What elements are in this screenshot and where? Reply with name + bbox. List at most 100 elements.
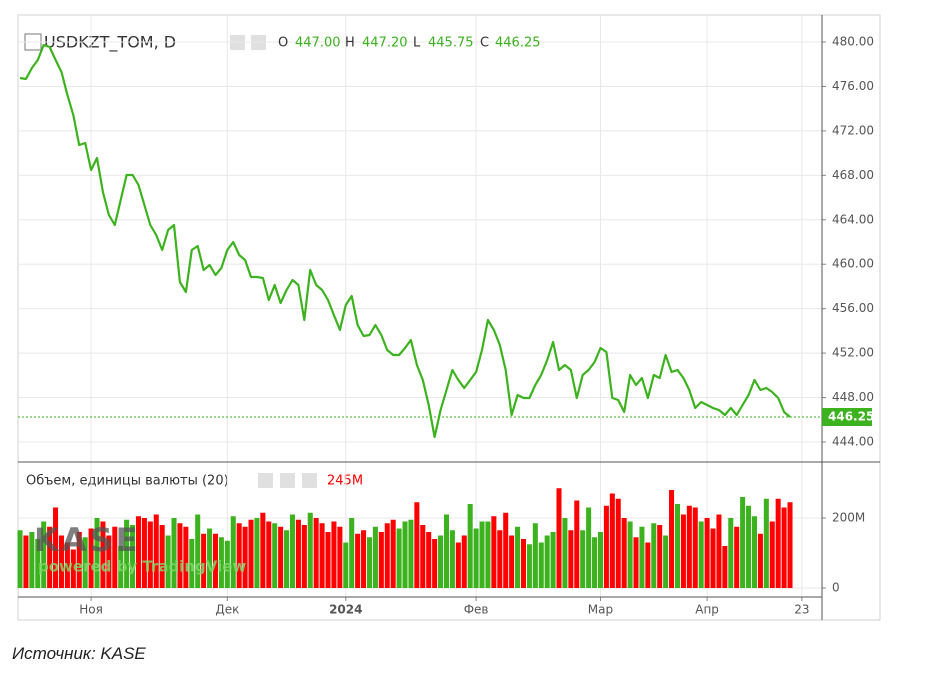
vol-tick-label: 200M (832, 511, 865, 525)
volume-bar (645, 542, 651, 589)
price-line (19, 43, 791, 439)
volume-bar (657, 525, 663, 589)
volume-bar (361, 530, 367, 589)
y-tick-label: 468.00 (832, 168, 874, 182)
ohlc-value: 445.75 (428, 36, 474, 51)
volume-bar (680, 514, 686, 589)
volume-bar (331, 521, 337, 589)
volume-bar (497, 530, 503, 589)
x-tick-label: Мар (588, 603, 613, 617)
volume-bar (663, 535, 669, 589)
volume-bar (189, 539, 195, 589)
volume-bar (485, 521, 491, 589)
volume-bar (698, 521, 704, 589)
vol-close-icon[interactable] (302, 473, 317, 488)
volume-bar (710, 528, 716, 589)
volume-bar (651, 523, 657, 589)
volume-bar (686, 505, 692, 589)
volume-bar (568, 530, 574, 589)
volume-bar (355, 533, 361, 589)
volume-bar (337, 526, 343, 589)
volume-bar (366, 537, 372, 589)
volume-bar (349, 518, 355, 589)
volume-bar (289, 514, 295, 589)
volume-bar (728, 518, 734, 589)
volume-bar (64, 542, 70, 589)
ohlc-value: 446.25 (495, 36, 541, 51)
volume-bar (781, 507, 787, 589)
volume-bar (491, 516, 497, 589)
volume-bar (295, 519, 301, 589)
volume-bar (461, 535, 467, 589)
volume-bar (609, 493, 615, 589)
volume-bar (592, 537, 598, 589)
ohlc-key: L (413, 36, 421, 51)
volume-bar (556, 488, 562, 589)
volume-legend: Объем, единицы валюты (20) (26, 474, 229, 489)
vol-eye-icon[interactable] (258, 473, 273, 488)
volume-bar (526, 544, 532, 589)
volume-bar (432, 539, 438, 589)
volume-bar (443, 514, 449, 589)
volume-bar (669, 490, 675, 589)
volume-bar (53, 507, 59, 589)
chart: USDKZT_TOM, D Объем, единицы валюты (20)… (17, 14, 881, 621)
ohlc-key: O (278, 36, 288, 51)
volume-bar (325, 532, 331, 589)
volume-bar (586, 507, 592, 589)
volume-bar (272, 523, 278, 589)
volume-bar (278, 526, 284, 589)
volume-bar (141, 518, 147, 589)
volume-bar (473, 528, 479, 589)
volume-bar (378, 532, 384, 589)
volume-bar (390, 519, 396, 589)
volume-bar (284, 530, 290, 589)
y-tick-label: 448.00 (832, 390, 874, 404)
volume-bar (201, 533, 207, 589)
vol-settings-icon[interactable] (280, 473, 295, 488)
volume-bar (775, 498, 781, 589)
volume-bar (751, 516, 757, 589)
x-tick-label: Ноя (79, 603, 103, 617)
volume-bar (94, 518, 100, 589)
last-price-tag (822, 408, 872, 426)
volume-bar (426, 532, 432, 589)
x-tick-label: 23 (794, 603, 809, 617)
y-tick-label: 472.00 (832, 123, 874, 137)
volume-bar (763, 498, 769, 589)
volume-bar (147, 521, 153, 589)
volume-bar (266, 521, 272, 589)
y-tick-label: 460.00 (832, 257, 874, 271)
volume-bar (372, 526, 378, 589)
volume-bar (692, 507, 698, 589)
y-tick-label: 476.00 (832, 79, 874, 93)
volume-bar (307, 512, 313, 589)
volume-bar (603, 505, 609, 589)
ohlc-value: 447.00 (295, 36, 341, 51)
volume-bar (17, 530, 23, 589)
volume-bar (153, 514, 159, 589)
volume-bar (301, 525, 307, 589)
volume-bar (615, 498, 621, 589)
volume-bar (260, 512, 266, 589)
last-price-label: 446.25 (828, 410, 874, 424)
volume-bar (420, 525, 426, 589)
volume-bar (479, 521, 485, 589)
volume-bar (195, 514, 201, 589)
source-caption: Источник: KASE (12, 644, 146, 663)
volume-bar (100, 521, 106, 589)
volume-bar (562, 518, 568, 589)
y-tick-label: 444.00 (832, 435, 874, 449)
volume-bar (716, 514, 722, 589)
volume-bar (135, 516, 141, 589)
volume-bar (207, 528, 213, 589)
volume-bar (746, 505, 752, 589)
y-tick-label: 480.00 (832, 35, 874, 49)
volume-bar (515, 526, 521, 589)
ohlc-value: 447.20 (362, 36, 408, 51)
volume-bar (236, 523, 242, 589)
volume-bar (159, 525, 165, 589)
volume-bar (35, 539, 41, 589)
volume-bar (224, 540, 230, 589)
